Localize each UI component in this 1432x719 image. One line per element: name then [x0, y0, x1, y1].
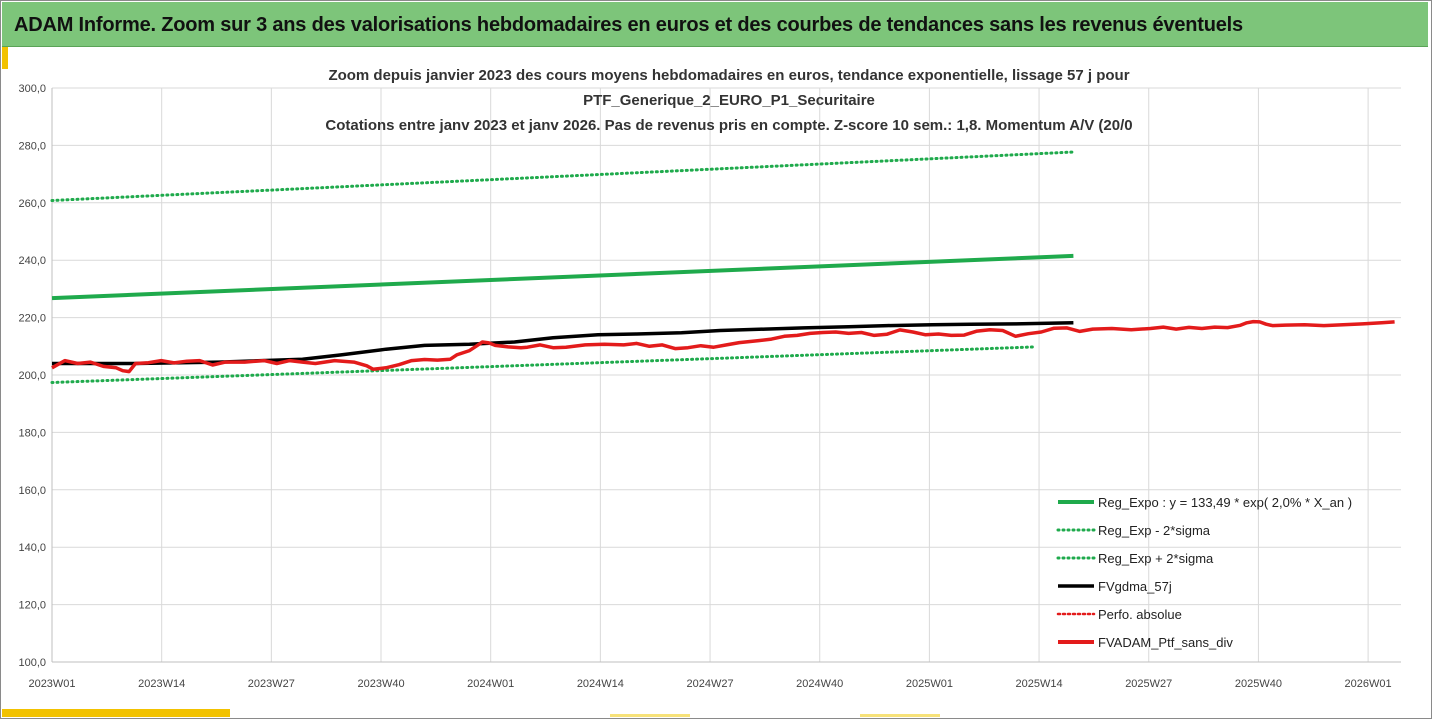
x-tick-label: 2024W01 — [467, 678, 514, 690]
report-title: ADAM Informe. Zoom sur 3 ans des valoris… — [14, 14, 1243, 36]
y-tick-label: 100,0 — [18, 657, 46, 669]
legend-label: Reg_Expo : y = 133,49 * exp( 2,0% * X_an… — [1098, 495, 1352, 510]
y-tick-label: 120,0 — [18, 600, 46, 612]
chart-title-line: Zoom depuis janvier 2023 des cours moyen… — [328, 67, 1129, 84]
accent-bar-bottom-left — [2, 709, 230, 717]
series-fvadam-ptf-sans-div — [51, 319, 1395, 374]
series-reg-expo — [51, 253, 1074, 301]
y-tick-label: 180,0 — [18, 427, 46, 439]
chart-title-line: PTF_Generique_2_EURO_P1_Securitaire — [583, 92, 875, 109]
legend-label: FVADAM_Ptf_sans_div — [1098, 635, 1233, 650]
x-tick-label: 2023W27 — [248, 678, 295, 690]
x-tick-label: 2024W27 — [687, 678, 734, 690]
x-tick-label: 2025W14 — [1016, 678, 1063, 690]
y-tick-label: 220,0 — [18, 313, 46, 325]
y-tick-label: 280,0 — [18, 140, 46, 152]
y-tick-label: 140,0 — [18, 542, 46, 554]
y-tick-label: 240,0 — [18, 255, 46, 267]
y-tick-label: 300,0 — [18, 83, 46, 95]
series-fvgdma-57j — [52, 321, 1074, 366]
y-tick-label: 200,0 — [18, 370, 46, 382]
y-tick-label: 260,0 — [18, 198, 46, 210]
legend-label: Reg_Exp - 2*sigma — [1098, 523, 1211, 538]
accent-bar-bottom-mid — [610, 714, 690, 717]
legend-label: FVgdma_57j — [1098, 579, 1172, 594]
series-reg-exp-2-sigma — [50, 345, 1037, 384]
x-tick-label: 2023W40 — [357, 678, 404, 690]
legend: Reg_Expo : y = 133,49 * exp( 2,0% * X_an… — [1056, 495, 1352, 650]
accent-bar-top-left — [2, 47, 8, 69]
legend-label: Reg_Exp + 2*sigma — [1098, 551, 1214, 566]
legend-label: Perfo. absolue — [1098, 607, 1182, 622]
chart-title: Zoom depuis janvier 2023 des cours moyen… — [325, 67, 1132, 134]
x-tick-label: 2023W14 — [138, 678, 185, 690]
series-reg-exp-2-sigma — [50, 150, 1075, 202]
plot-area — [50, 150, 1395, 384]
x-tick-label: 2025W27 — [1125, 678, 1172, 690]
report-header: ADAM Informe. Zoom sur 3 ans des valoris… — [2, 2, 1428, 47]
x-tick-label: 2025W01 — [906, 678, 953, 690]
grid-lines — [51, 87, 1401, 663]
x-tick-label: 2025W40 — [1235, 678, 1282, 690]
x-tick-label: 2026W01 — [1345, 678, 1392, 690]
x-tick-label: 2024W40 — [796, 678, 843, 690]
accent-bar-bottom-right — [860, 714, 940, 717]
x-tick-label: 2024W14 — [577, 678, 624, 690]
chart-title-line: Cotations entre janv 2023 et janv 2026. … — [325, 117, 1132, 134]
y-axis-ticks: 100,0 120,0 140,0 160,0 180,0 200,0 220,0 240,0… — [18, 83, 46, 669]
x-tick-label: 2023W01 — [28, 678, 75, 690]
y-tick-label: 160,0 — [18, 485, 46, 497]
x-axis-ticks: 2023W01 2023W14 2023W27 2023W40 2024W01 2024W… — [28, 678, 1391, 690]
